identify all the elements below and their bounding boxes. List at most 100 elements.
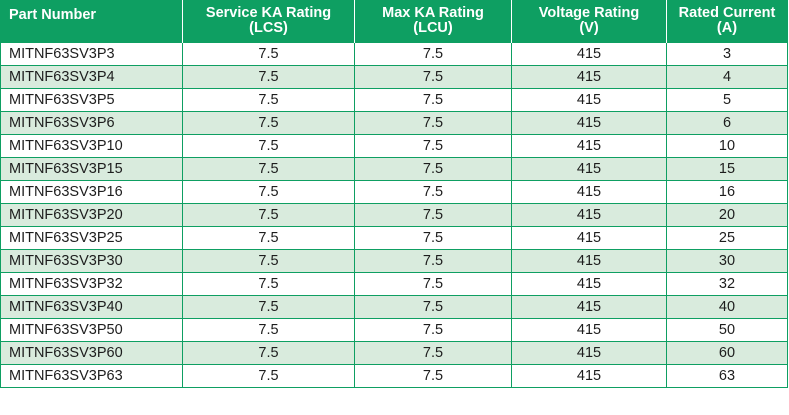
cell-voltage-rating: 415: [511, 203, 667, 227]
cell-voltage-rating: 415: [511, 295, 667, 319]
header-unit: (V): [579, 20, 599, 36]
cell-rated-current: 3: [666, 42, 788, 66]
table-row: MITNF63SV3P60 7.5 7.5 415 60: [0, 341, 788, 365]
cell-rated-current: 40: [666, 295, 788, 319]
cell-rated-current: 32: [666, 272, 788, 296]
table-row: MITNF63SV3P6 7.5 7.5 415 6: [0, 111, 788, 135]
header-service-ka-rating: Service KA Rating (LCS): [182, 0, 355, 43]
header-unit: (LCS): [249, 20, 288, 36]
cell-voltage-rating: 415: [511, 42, 667, 66]
cell-part-number: MITNF63SV3P30: [0, 249, 183, 273]
cell-voltage-rating: 415: [511, 226, 667, 250]
cell-service-ka-rating: 7.5: [182, 249, 355, 273]
cell-part-number: MITNF63SV3P6: [0, 111, 183, 135]
cell-max-ka-rating: 7.5: [354, 42, 512, 66]
cell-max-ka-rating: 7.5: [354, 65, 512, 89]
cell-rated-current: 15: [666, 157, 788, 181]
cell-service-ka-rating: 7.5: [182, 134, 355, 158]
cell-service-ka-rating: 7.5: [182, 88, 355, 112]
table-row: MITNF63SV3P5 7.5 7.5 415 5: [0, 88, 788, 112]
cell-max-ka-rating: 7.5: [354, 88, 512, 112]
cell-service-ka-rating: 7.5: [182, 295, 355, 319]
cell-rated-current: 6: [666, 111, 788, 135]
table-row: MITNF63SV3P20 7.5 7.5 415 20: [0, 203, 788, 227]
cell-part-number: MITNF63SV3P15: [0, 157, 183, 181]
header-label: Rated Current: [678, 5, 776, 21]
header-rated-current: Rated Current (A): [666, 0, 788, 43]
table-row: MITNF63SV3P40 7.5 7.5 415 40: [0, 295, 788, 319]
cell-max-ka-rating: 7.5: [354, 157, 512, 181]
cell-max-ka-rating: 7.5: [354, 272, 512, 296]
cell-max-ka-rating: 7.5: [354, 203, 512, 227]
cell-max-ka-rating: 7.5: [354, 341, 512, 365]
cell-voltage-rating: 415: [511, 272, 667, 296]
cell-part-number: MITNF63SV3P16: [0, 180, 183, 204]
cell-service-ka-rating: 7.5: [182, 157, 355, 181]
cell-part-number: MITNF63SV3P50: [0, 318, 183, 342]
cell-part-number: MITNF63SV3P63: [0, 364, 183, 388]
header-label: Part Number: [9, 7, 97, 23]
header-row: Part Number Service KA Rating (LCS) Max …: [0, 0, 788, 43]
cell-max-ka-rating: 7.5: [354, 295, 512, 319]
cell-part-number: MITNF63SV3P32: [0, 272, 183, 296]
cell-rated-current: 60: [666, 341, 788, 365]
header-unit: (LCU): [413, 20, 453, 36]
cell-part-number: MITNF63SV3P3: [0, 42, 183, 66]
cell-rated-current: 4: [666, 65, 788, 89]
cell-part-number: MITNF63SV3P60: [0, 341, 183, 365]
cell-rated-current: 25: [666, 226, 788, 250]
cell-max-ka-rating: 7.5: [354, 134, 512, 158]
cell-service-ka-rating: 7.5: [182, 226, 355, 250]
cell-max-ka-rating: 7.5: [354, 364, 512, 388]
header-label: Max KA Rating: [382, 5, 484, 21]
cell-service-ka-rating: 7.5: [182, 111, 355, 135]
header-part-number: Part Number: [0, 0, 183, 43]
cell-rated-current: 20: [666, 203, 788, 227]
header-unit: (A): [716, 20, 738, 36]
header-label: Voltage Rating: [538, 5, 640, 21]
cell-voltage-rating: 415: [511, 111, 667, 135]
cell-service-ka-rating: 7.5: [182, 318, 355, 342]
cell-rated-current: 5: [666, 88, 788, 112]
cell-max-ka-rating: 7.5: [354, 180, 512, 204]
table-body: MITNF63SV3P3 7.5 7.5 415 3 MITNF63SV3P4 7.5 7.5…: [0, 42, 788, 388]
cell-voltage-rating: 415: [511, 134, 667, 158]
table-row: MITNF63SV3P3 7.5 7.5 415 3: [0, 42, 788, 66]
cell-rated-current: 63: [666, 364, 788, 388]
cell-part-number: MITNF63SV3P5: [0, 88, 183, 112]
cell-service-ka-rating: 7.5: [182, 364, 355, 388]
cell-voltage-rating: 415: [511, 65, 667, 89]
table-row: MITNF63SV3P15 7.5 7.5 415 15: [0, 157, 788, 181]
cell-rated-current: 50: [666, 318, 788, 342]
cell-part-number: MITNF63SV3P20: [0, 203, 183, 227]
cell-max-ka-rating: 7.5: [354, 226, 512, 250]
cell-rated-current: 10: [666, 134, 788, 158]
cell-voltage-rating: 415: [511, 364, 667, 388]
cell-service-ka-rating: 7.5: [182, 203, 355, 227]
cell-part-number: MITNF63SV3P40: [0, 295, 183, 319]
table-row: MITNF63SV3P50 7.5 7.5 415 50: [0, 318, 788, 342]
cell-part-number: MITNF63SV3P10: [0, 134, 183, 158]
table-header: Part Number Service KA Rating (LCS) Max …: [0, 0, 788, 43]
table-row: MITNF63SV3P10 7.5 7.5 415 10: [0, 134, 788, 158]
part-rating-table: Part Number Service KA Rating (LCS) Max …: [0, 0, 788, 388]
cell-rated-current: 16: [666, 180, 788, 204]
cell-voltage-rating: 415: [511, 157, 667, 181]
cell-service-ka-rating: 7.5: [182, 272, 355, 296]
cell-voltage-rating: 415: [511, 180, 667, 204]
cell-service-ka-rating: 7.5: [182, 341, 355, 365]
cell-service-ka-rating: 7.5: [182, 42, 355, 66]
cell-service-ka-rating: 7.5: [182, 65, 355, 89]
cell-max-ka-rating: 7.5: [354, 249, 512, 273]
table-row: MITNF63SV3P16 7.5 7.5 415 16: [0, 180, 788, 204]
header-label: Service KA Rating: [205, 5, 332, 21]
cell-voltage-rating: 415: [511, 88, 667, 112]
table-row: MITNF63SV3P30 7.5 7.5 415 30: [0, 249, 788, 273]
cell-max-ka-rating: 7.5: [354, 318, 512, 342]
cell-voltage-rating: 415: [511, 318, 667, 342]
header-max-ka-rating: Max KA Rating (LCU): [354, 0, 512, 43]
cell-voltage-rating: 415: [511, 249, 667, 273]
cell-voltage-rating: 415: [511, 341, 667, 365]
cell-service-ka-rating: 7.5: [182, 180, 355, 204]
cell-part-number: MITNF63SV3P25: [0, 226, 183, 250]
